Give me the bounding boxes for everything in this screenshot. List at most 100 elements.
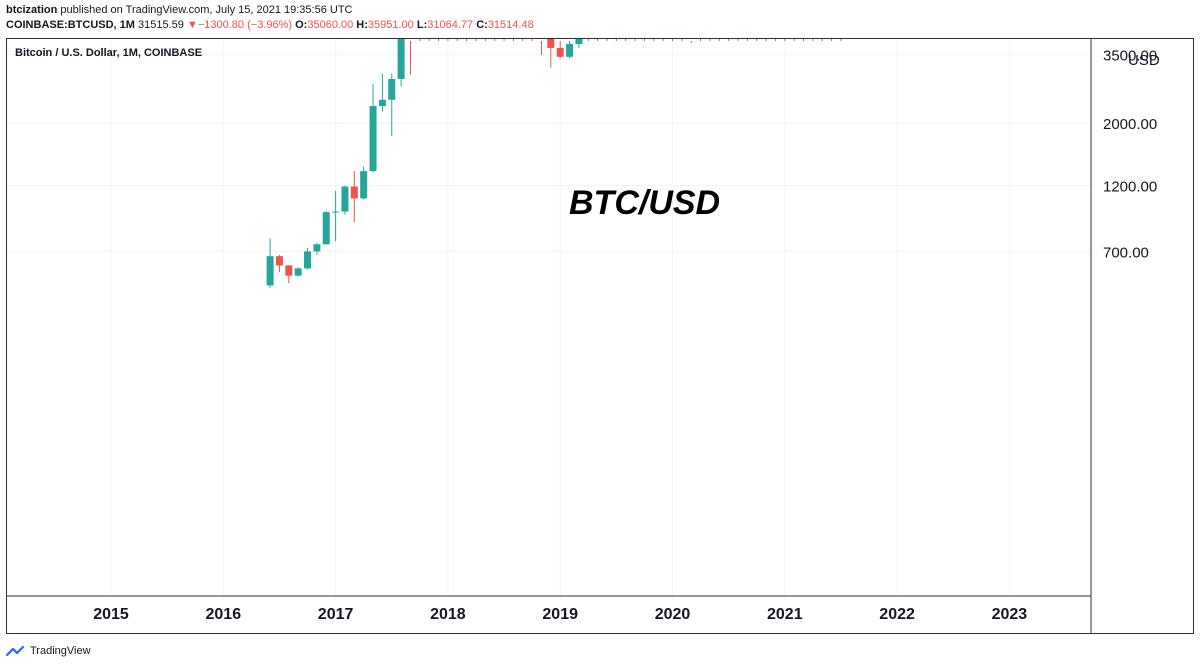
y-axis-unit: USD	[1128, 52, 1160, 69]
candle[interactable]	[388, 73, 396, 136]
author-name[interactable]: btcization	[6, 4, 58, 16]
candle[interactable]	[678, 39, 685, 41]
brand-name: TradingView	[30, 645, 91, 657]
candle[interactable]	[444, 39, 451, 41]
candle[interactable]	[772, 39, 779, 41]
candle[interactable]	[510, 39, 517, 41]
candle-body	[566, 44, 574, 57]
candle[interactable]	[435, 39, 442, 41]
change-value: −1300.80 (−3.96%)	[197, 19, 293, 31]
candle-body	[341, 186, 349, 212]
candle[interactable]	[725, 39, 732, 41]
tradingview-logo-icon	[6, 645, 25, 657]
candle-body	[556, 47, 564, 57]
candle[interactable]	[529, 39, 536, 41]
ohlc-bar: COINBASE:BTCUSD, 1M 31515.59 ▼−1300.80 (…	[6, 18, 534, 32]
x-tick-label: 2017	[318, 606, 354, 623]
high-value: 35951.00	[367, 19, 414, 31]
candle-body	[332, 211, 340, 213]
chart-frame: Bitcoin / U.S. Dollar, 1M, COINBASE BTC/…	[6, 38, 1194, 634]
candle[interactable]	[463, 39, 470, 41]
y-tick-label: 700.00	[1103, 244, 1149, 261]
candle[interactable]	[688, 39, 695, 44]
candle[interactable]	[491, 39, 498, 41]
candle[interactable]	[360, 166, 368, 200]
candle[interactable]	[575, 39, 583, 48]
candle-body	[397, 39, 405, 79]
candle[interactable]	[594, 39, 601, 41]
low-label: L:	[416, 19, 428, 31]
x-tick-label: 2020	[655, 606, 691, 623]
candle[interactable]	[538, 39, 545, 55]
candle[interactable]	[669, 39, 676, 41]
candle[interactable]	[416, 39, 423, 41]
candle[interactable]	[603, 39, 610, 41]
candle[interactable]	[800, 39, 807, 41]
candle[interactable]	[819, 39, 826, 41]
candle[interactable]	[613, 39, 620, 41]
x-tick-label: 2018	[430, 606, 466, 623]
candle[interactable]	[332, 190, 340, 242]
candle[interactable]	[294, 267, 302, 277]
candlestick-chart[interactable]: Bitcoin / U.S. Dollar, 1M, COINBASE BTC/…	[7, 39, 1193, 633]
candle[interactable]	[322, 210, 330, 245]
candle[interactable]	[501, 39, 508, 41]
candle[interactable]	[285, 265, 293, 284]
candle[interactable]	[791, 39, 798, 41]
candle[interactable]	[454, 39, 461, 41]
x-tick-label: 2023	[992, 606, 1028, 623]
candle[interactable]	[837, 39, 844, 41]
candle-body	[294, 268, 302, 276]
candle[interactable]	[547, 39, 555, 68]
y-tick-label: 2000.00	[1103, 116, 1157, 133]
candle[interactable]	[641, 39, 648, 41]
candle[interactable]	[632, 39, 639, 41]
candle[interactable]	[556, 41, 564, 59]
candle[interactable]	[472, 39, 479, 41]
candle[interactable]	[304, 247, 312, 270]
candle[interactable]	[313, 242, 321, 255]
grid	[7, 39, 1091, 596]
candle[interactable]	[716, 39, 723, 41]
candle[interactable]	[781, 39, 788, 41]
candle[interactable]	[735, 39, 742, 41]
candle[interactable]	[828, 39, 835, 41]
low-value: 31064.77	[427, 19, 474, 31]
candle[interactable]	[341, 185, 349, 215]
candle[interactable]	[566, 41, 574, 59]
candles	[266, 39, 844, 288]
candle[interactable]	[706, 39, 713, 41]
open-label: O:	[295, 19, 308, 31]
candle[interactable]	[650, 39, 657, 41]
candle[interactable]	[397, 39, 405, 87]
candle[interactable]	[519, 39, 526, 41]
candle[interactable]	[378, 73, 386, 112]
candle[interactable]	[407, 39, 414, 75]
x-axis: 2015 2016 2017 2018 2019 2020 2021 2022 2023	[93, 606, 1027, 623]
candle[interactable]	[585, 39, 592, 41]
candle-body	[313, 244, 321, 252]
candle[interactable]	[763, 39, 770, 41]
candle[interactable]	[660, 39, 667, 41]
candle-body	[378, 99, 386, 107]
candle[interactable]	[622, 39, 629, 41]
candle[interactable]	[697, 39, 704, 41]
publish-info: btcization published on TradingView.com,…	[6, 3, 353, 17]
last-value: 31515.59	[138, 19, 184, 31]
candle[interactable]	[482, 39, 489, 41]
symbol-label: COINBASE:BTCUSD, 1M	[6, 19, 135, 31]
candle[interactable]	[369, 83, 377, 173]
annotation-text[interactable]: BTC/USD	[569, 184, 720, 222]
close-value: 31514.48	[487, 19, 534, 31]
candle[interactable]	[809, 39, 816, 41]
y-axis: 700.001200.002000.003500.006000.0011000.…	[1103, 48, 1160, 262]
tradingview-logo[interactable]: TradingView	[6, 642, 91, 660]
candle[interactable]	[426, 39, 433, 41]
candle[interactable]	[350, 171, 358, 223]
candle-body	[266, 256, 274, 286]
high-label: H:	[356, 19, 368, 31]
candle[interactable]	[744, 39, 751, 41]
candle[interactable]	[753, 39, 760, 41]
candle[interactable]	[275, 254, 283, 273]
candle[interactable]	[266, 238, 274, 288]
